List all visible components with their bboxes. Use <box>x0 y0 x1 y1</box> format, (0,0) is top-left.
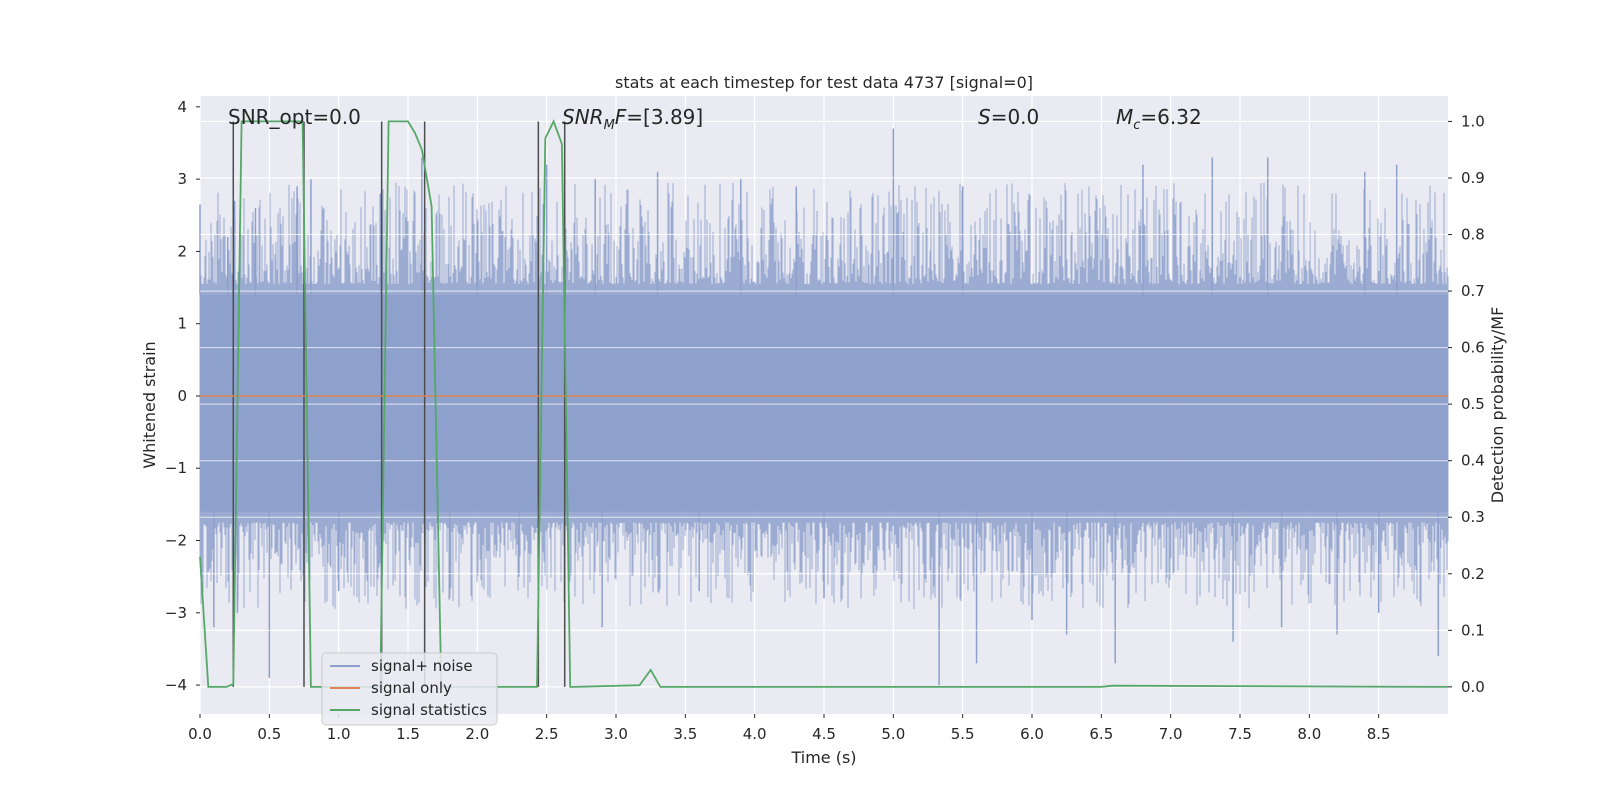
y-tick-label-right: 0.2 <box>1461 565 1485 583</box>
y-tick-label-left: 3 <box>177 170 187 188</box>
chart-title: stats at each timestep for test data 473… <box>615 73 1033 92</box>
noise-band-core <box>200 294 1448 512</box>
annotation-s: S=0.0 <box>978 105 1039 129</box>
x-tick-label: 5.0 <box>881 725 905 743</box>
x-tick-label: 4.5 <box>812 725 836 743</box>
y-tick-label-right: 0.5 <box>1461 395 1485 413</box>
legend: signal+ noise signal only signal statist… <box>321 652 498 726</box>
legend-label-noise: signal+ noise <box>371 657 473 675</box>
x-tick-label: 8.0 <box>1297 725 1321 743</box>
y-tick-label-left: −4 <box>165 676 187 694</box>
annotation-snr-mf-subscript: M <box>604 118 615 133</box>
x-tick-label: 1.0 <box>327 725 351 743</box>
x-tick-label: 7.0 <box>1159 725 1183 743</box>
annotation-snr-opt: SNR_opt=0.0 <box>228 105 361 129</box>
x-tick-label: 0.5 <box>257 725 281 743</box>
y-tick-label-right: 1.0 <box>1461 112 1485 130</box>
series-line-signal-statistics <box>199 119 1449 688</box>
y-tick-label-right: 0.8 <box>1461 226 1485 244</box>
annotation-mc-subscript: c <box>1133 118 1140 133</box>
x-tick-label: 3.0 <box>604 725 628 743</box>
x-axis-label: Time (s) <box>790 748 856 767</box>
x-tick-label: 6.5 <box>1089 725 1113 743</box>
y-tick-label-right: 0.9 <box>1461 169 1485 187</box>
series-lines <box>199 119 1449 688</box>
x-tick-label: 1.5 <box>396 725 420 743</box>
annotation-mc-value: =6.32 <box>1140 105 1201 129</box>
annotation-s-symbol: S <box>978 105 991 129</box>
y-tick-label-right: 0.4 <box>1461 452 1485 470</box>
x-tick-label: 3.5 <box>673 725 697 743</box>
noise-band <box>199 120 1449 688</box>
y-tick-label-left: −3 <box>165 604 187 622</box>
x-tick-label: 4.0 <box>743 725 767 743</box>
y-tick-label-left: 1 <box>177 315 187 333</box>
y-tick-label-left: −2 <box>165 532 187 550</box>
annotation-mc: Mc=6.32 <box>1116 105 1202 133</box>
y-tick-label-left: −1 <box>165 459 187 477</box>
annotation-mc-symbol: M <box>1116 105 1133 129</box>
annotation-snr-mf-f: F <box>615 105 627 129</box>
y-tick-label-right: 0.1 <box>1461 621 1485 639</box>
x-tick-label: 7.5 <box>1228 725 1252 743</box>
y-tick-label-right: 0.6 <box>1461 339 1485 357</box>
legend-label-signal-statistics: signal statistics <box>371 701 487 719</box>
y-tick-label-right: 0.3 <box>1461 508 1485 526</box>
y-axis-label-left: Whitened strain <box>140 341 159 468</box>
y-tick-label-left: 4 <box>177 98 187 116</box>
x-tick-label: 2.5 <box>535 725 559 743</box>
x-tick-label: 5.5 <box>951 725 975 743</box>
x-tick-label: 2.0 <box>465 725 489 743</box>
x-tick-label: 8.5 <box>1367 725 1391 743</box>
y-tick-label-left: 2 <box>177 242 187 260</box>
y-tick-label-left: 0 <box>177 387 187 405</box>
annotation-snr-mf-value: =[3.89] <box>626 105 703 129</box>
legend-label-signal-only: signal only <box>371 679 452 697</box>
ticks: 0.0 0.5 1.0 1.5 2.0 2.5 3.0 3.5 4.0 4.5 5.0 5.5 6.0 6… <box>165 98 1485 743</box>
annotation-s-value: =0.0 <box>991 105 1040 129</box>
legend-box <box>321 652 498 726</box>
y-tick-label-right: 0.7 <box>1461 282 1485 300</box>
y-axis-label-right: Detection probability/MF <box>1488 307 1507 504</box>
x-tick-label: 6.0 <box>1020 725 1044 743</box>
y-tick-label-right: 0.0 <box>1461 678 1485 696</box>
annotation-snr-mf: SNRMF=[3.89] <box>562 105 703 133</box>
x-tick-label: 0.0 <box>188 725 212 743</box>
annotation-snr-mf-symbol: SNR <box>562 105 604 129</box>
